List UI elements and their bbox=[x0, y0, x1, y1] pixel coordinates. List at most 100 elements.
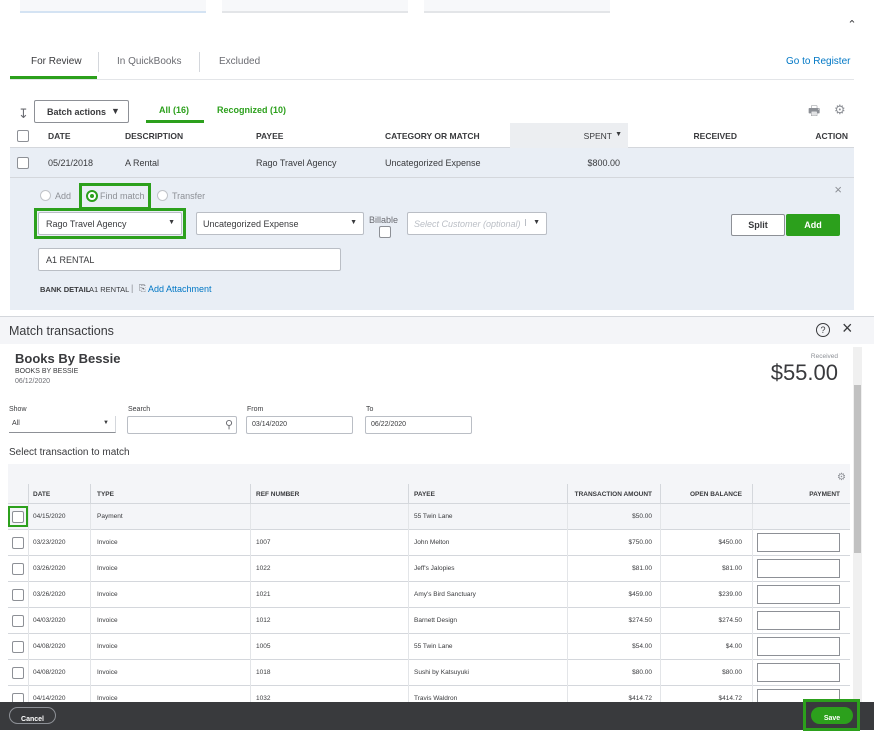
link[interactable]: Add Attachment bbox=[148, 284, 212, 294]
tab[interactable]: For Review bbox=[31, 56, 82, 67]
checkbox[interactable] bbox=[12, 537, 24, 549]
table-row[interactable]: 03/26/2020 Invoice 1022 Jeff's Jalopies $81.… bbox=[8, 556, 850, 582]
column-separator bbox=[250, 608, 251, 634]
column-separator bbox=[250, 530, 251, 556]
help-icon[interactable]: ? bbox=[816, 323, 830, 337]
match-panel: Match transactions ? × Books By Bessie B… bbox=[0, 316, 874, 741]
column-separator bbox=[90, 504, 91, 530]
payment-input[interactable] bbox=[757, 637, 840, 656]
table-row[interactable]: 03/23/2020 Invoice 1007 John Melton $750.00 $… bbox=[8, 530, 850, 556]
table-row[interactable]: 05/21/2018 A Rental Rago Travel Agency U… bbox=[10, 148, 854, 178]
category-select[interactable]: Uncategorized Expense ▼ bbox=[196, 212, 364, 235]
column-separator bbox=[408, 530, 409, 556]
column-separator bbox=[567, 504, 568, 530]
table-row[interactable]: 04/08/2020 Invoice 1005 55 Twin Lane $54.00 $… bbox=[8, 634, 850, 660]
scroll-thumb[interactable] bbox=[854, 385, 861, 553]
checkbox[interactable] bbox=[12, 615, 24, 627]
checkbox[interactable] bbox=[12, 563, 24, 575]
tab[interactable]: In QuickBooks bbox=[117, 56, 182, 67]
filter-tab[interactable]: All (16) bbox=[159, 105, 190, 115]
close-icon[interactable]: × bbox=[842, 318, 853, 338]
column-header: SPENT bbox=[583, 131, 612, 141]
separator: | bbox=[131, 283, 134, 293]
checkbox[interactable] bbox=[12, 667, 24, 679]
checkbox[interactable] bbox=[379, 226, 391, 238]
settings-icon[interactable]: ⚙ bbox=[837, 472, 846, 483]
sorted-column[interactable]: SPENT ▼ bbox=[510, 123, 628, 148]
checkbox[interactable] bbox=[12, 641, 24, 653]
column-header: DESCRIPTION bbox=[125, 131, 184, 141]
column-separator bbox=[90, 556, 91, 582]
settings-icon[interactable]: ⚙ bbox=[834, 102, 846, 117]
column-separator bbox=[752, 634, 753, 660]
cell: Uncategorized Expense bbox=[385, 158, 481, 168]
cell: 1018 bbox=[256, 669, 271, 676]
button[interactable]: Add bbox=[786, 214, 840, 236]
payment-input[interactable] bbox=[757, 559, 840, 578]
customer-select[interactable]: Select Customer (optional) ▼ bbox=[407, 212, 547, 235]
highlight bbox=[803, 699, 860, 731]
panel-header: Match transactions ? × bbox=[0, 317, 874, 344]
table-row[interactable]: 04/08/2020 Invoice 1018 Sushi by Katsuyuki $… bbox=[8, 660, 850, 686]
cell: Invoice bbox=[97, 643, 118, 650]
print-icon[interactable]: 🖶 bbox=[808, 103, 821, 118]
column-separator bbox=[660, 556, 661, 582]
collapse-icon[interactable]: ⌃ bbox=[847, 19, 857, 31]
payee-select[interactable]: Rago Travel Agency ▼ bbox=[38, 212, 182, 235]
radio[interactable] bbox=[40, 190, 51, 201]
radio[interactable] bbox=[157, 190, 168, 201]
cell: Invoice bbox=[97, 591, 118, 598]
checkbox[interactable] bbox=[12, 511, 24, 523]
cell: $81.00 bbox=[722, 565, 742, 572]
panel-title: Match transactions bbox=[9, 324, 114, 338]
table-row[interactable]: 04/15/2020 Payment 55 Twin Lane $50.00 bbox=[8, 504, 850, 530]
search-field[interactable]: ⚲ bbox=[127, 416, 237, 434]
column-header: PAYEE bbox=[414, 491, 435, 498]
scrollbar[interactable] bbox=[853, 347, 862, 703]
payment-input[interactable] bbox=[757, 663, 840, 682]
button[interactable]: Cancel bbox=[9, 707, 56, 724]
button[interactable]: Split bbox=[731, 214, 785, 236]
column-header: ACTION bbox=[815, 131, 848, 141]
checkbox[interactable] bbox=[17, 130, 29, 142]
radio-selected[interactable] bbox=[86, 190, 98, 202]
column-separator bbox=[28, 484, 29, 504]
tab[interactable]: Excluded bbox=[219, 56, 261, 67]
checkbox[interactable] bbox=[12, 693, 24, 703]
to-field[interactable]: 06/22/2020 bbox=[365, 416, 472, 434]
checkbox[interactable] bbox=[12, 589, 24, 601]
radio-label: Add bbox=[55, 191, 72, 201]
column-header: PAYEE bbox=[256, 131, 284, 141]
close-icon[interactable]: × bbox=[834, 182, 842, 197]
column-separator bbox=[90, 608, 91, 634]
cell: 1032 bbox=[256, 695, 271, 702]
tab-underline bbox=[10, 76, 97, 79]
column-separator bbox=[90, 686, 91, 703]
show-select[interactable]: All ▼ bbox=[9, 416, 116, 433]
memo-field[interactable]: A1 RENTAL bbox=[38, 248, 341, 271]
payment-input[interactable] bbox=[757, 533, 840, 552]
table-row[interactable]: 04/14/2020 Invoice 1032 Travis Waldron $414.… bbox=[8, 686, 850, 703]
button[interactable]: Save bbox=[811, 707, 853, 724]
cell: $54.00 bbox=[632, 643, 652, 650]
received-amount: $55.00 bbox=[770, 360, 838, 385]
column-header: PAYMENT bbox=[809, 491, 840, 498]
batch-actions[interactable]: Batch actions ▼ bbox=[34, 100, 129, 123]
column-separator bbox=[408, 686, 409, 703]
filter-tab[interactable]: Recognized (10) bbox=[217, 105, 287, 115]
payment-input[interactable] bbox=[757, 585, 840, 604]
tab-underline bbox=[146, 120, 204, 123]
payment-input[interactable] bbox=[757, 611, 840, 630]
value: A1 RENTAL bbox=[89, 285, 130, 294]
detail-panel: × Add Find match Transfer Rago Travel Ag… bbox=[10, 178, 854, 310]
column-separator bbox=[90, 634, 91, 660]
cell: 04/15/2020 bbox=[33, 513, 66, 520]
sort-icon[interactable]: ↧ bbox=[18, 106, 29, 121]
link[interactable]: Go to Register bbox=[786, 56, 851, 67]
table-row[interactable]: 03/26/2020 Invoice 1021 Amy's Bird Sanctuar… bbox=[8, 582, 850, 608]
table-row[interactable]: 04/03/2020 Invoice 1012 Barnett Design $274.… bbox=[8, 608, 850, 634]
from-field[interactable]: 03/14/2020 bbox=[246, 416, 353, 434]
cell: $450.00 bbox=[718, 539, 743, 546]
checkbox[interactable] bbox=[17, 157, 29, 169]
